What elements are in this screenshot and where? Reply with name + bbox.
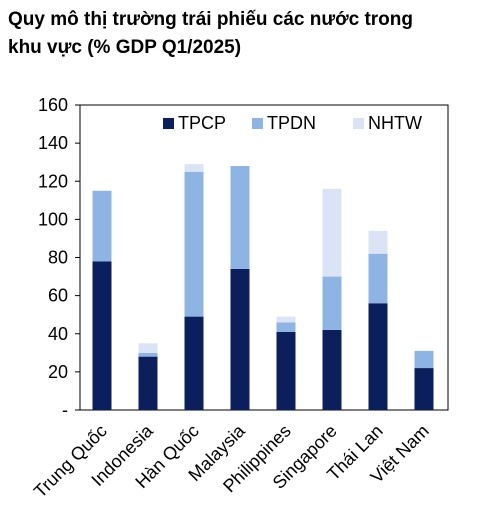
- y-tick-label: 80: [48, 248, 68, 268]
- legend-label-tpdn: TPDN: [267, 113, 316, 133]
- bar-tpcp-segment: [230, 268, 250, 410]
- bar-nhtw-segment: [184, 164, 204, 172]
- bar-tpcp-segment: [322, 329, 342, 410]
- legend-label-nhtw: NHTW: [368, 113, 422, 133]
- bar-nhtw-segment: [276, 316, 296, 323]
- bar-tpcp-segment: [368, 303, 388, 410]
- bar-tpdn-segment: [368, 253, 388, 304]
- legend-label-tpcp: TPCP: [178, 113, 226, 133]
- bar-tpdn-segment: [276, 322, 296, 332]
- bar-tpdn-segment: [414, 350, 434, 369]
- bar-tpdn-segment: [92, 190, 112, 262]
- legend-swatch-nhtw: [353, 118, 364, 129]
- y-tick-label: 160: [38, 95, 68, 115]
- bar-tpdn-segment: [138, 352, 158, 357]
- bar-tpcp-segment: [138, 356, 158, 410]
- legend-swatch-tpdn: [252, 118, 263, 129]
- x-category-label: Trung Quốc: [30, 421, 111, 502]
- bar-tpcp-segment: [276, 331, 296, 410]
- legend-swatch-tpcp: [163, 118, 174, 129]
- bar-tpdn-segment: [184, 171, 204, 317]
- bar-nhtw-segment: [322, 188, 342, 277]
- chart-title: Quy mô thị trường trái phiếu các nước tr…: [8, 6, 484, 62]
- chart-title-line-2: khu vực (% GDP Q1/2025): [8, 37, 242, 58]
- bar-tpdn-segment: [230, 166, 250, 269]
- y-tick-label: 140: [38, 133, 68, 153]
- y-tick-label: 20: [48, 362, 68, 382]
- y-tick-label: 60: [48, 286, 68, 306]
- bar-tpdn-segment: [322, 276, 342, 330]
- y-tick-label: -: [62, 400, 68, 420]
- chart-title-line-1: Quy mô thị trường trái phiếu các nước tr…: [8, 9, 414, 30]
- bar-tpcp-segment: [184, 316, 204, 410]
- y-tick-label: 100: [38, 209, 68, 229]
- y-tick-label: 120: [38, 171, 68, 191]
- bar-tpcp-segment: [92, 261, 112, 410]
- plot-frame: [79, 104, 449, 411]
- bar-nhtw-segment: [138, 343, 158, 353]
- bar-nhtw-segment: [368, 230, 388, 254]
- bar-tpcp-segment: [414, 368, 434, 410]
- y-tick-label: 40: [48, 324, 68, 344]
